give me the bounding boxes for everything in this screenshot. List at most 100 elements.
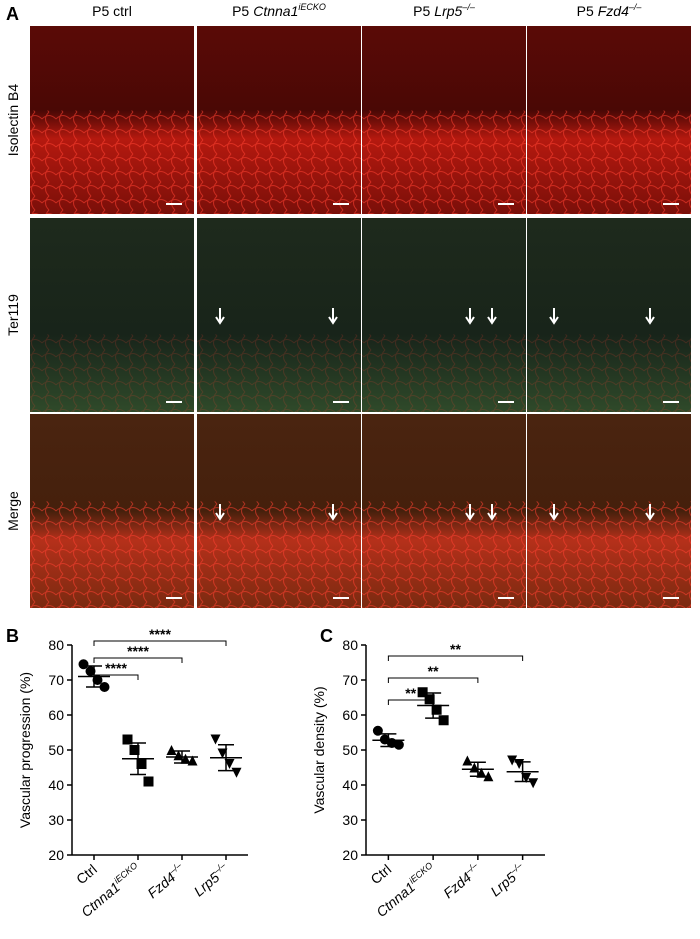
micrographs: P5 ctrl P5 Ctnna1iECKO P5 Lrp5–/– P5 Fzd4–/–Is… bbox=[5, 2, 691, 608]
significance-label: ** bbox=[405, 685, 416, 701]
header-gene: Lrp5 bbox=[434, 3, 462, 19]
error-bar bbox=[425, 692, 442, 719]
data-point bbox=[122, 734, 133, 745]
data-point bbox=[462, 755, 473, 766]
y-tick-label: 70 bbox=[48, 672, 64, 688]
data-point bbox=[99, 682, 110, 692]
data-point bbox=[210, 734, 221, 745]
significance-label: **** bbox=[149, 626, 171, 642]
vessel-texture bbox=[197, 334, 361, 412]
significance-label: **** bbox=[127, 643, 149, 659]
data-point bbox=[136, 759, 147, 769]
y-tick-label: 50 bbox=[48, 742, 64, 758]
arrow bbox=[215, 308, 225, 325]
column-header: P5 Lrp5–/– bbox=[413, 2, 476, 19]
x-tick-label: Ctrl bbox=[73, 861, 100, 887]
vessel-texture bbox=[362, 501, 526, 608]
arrow bbox=[645, 504, 655, 521]
error-bar bbox=[469, 761, 486, 777]
arrow bbox=[465, 504, 475, 521]
vessel-texture bbox=[30, 334, 194, 412]
vessel-texture bbox=[362, 334, 526, 412]
row-label: Merge bbox=[5, 491, 21, 531]
category-name: Ctrl bbox=[367, 861, 394, 887]
arrow bbox=[645, 308, 655, 325]
vessel-texture bbox=[30, 501, 194, 608]
significance-bracket bbox=[387, 699, 434, 705]
header-text: P5 ctrl bbox=[92, 3, 132, 19]
header-text: P5 bbox=[577, 3, 594, 19]
data-point bbox=[528, 778, 539, 789]
header-text: P5 bbox=[413, 3, 430, 19]
vessel-texture bbox=[527, 110, 691, 214]
error-bar bbox=[218, 744, 234, 772]
charts: 20 30 40 50 60 70 80 Vascular progression (%) Ct… bbox=[17, 626, 545, 920]
group bbox=[417, 687, 449, 726]
error-bar bbox=[174, 750, 190, 764]
arrow bbox=[215, 504, 225, 521]
vessel-texture bbox=[197, 110, 361, 214]
header-gene: Fzd4 bbox=[598, 3, 629, 19]
error-bar bbox=[514, 761, 531, 783]
significance-label: ** bbox=[428, 663, 439, 679]
arrow bbox=[487, 504, 497, 521]
y-tick-label: 30 bbox=[48, 812, 64, 828]
significance-bracket bbox=[93, 674, 139, 680]
data-point bbox=[85, 666, 96, 677]
header-sup: –/– bbox=[461, 2, 476, 12]
row-label: Isolectin B4 bbox=[5, 84, 21, 157]
significance-label: ** bbox=[450, 641, 461, 657]
y-tick-label: 20 bbox=[48, 847, 64, 863]
data-point bbox=[393, 739, 404, 750]
data-point bbox=[417, 687, 428, 698]
data-point bbox=[231, 767, 242, 778]
data-point bbox=[224, 759, 235, 769]
arrow bbox=[328, 504, 338, 521]
header-text: P5 bbox=[232, 3, 249, 19]
data-point bbox=[483, 771, 494, 782]
data-point bbox=[521, 773, 532, 783]
y-tick-label: 70 bbox=[342, 672, 358, 688]
error-bar bbox=[380, 733, 397, 748]
row-label: Ter119 bbox=[5, 294, 21, 336]
y-axis-title: Vascular density (%) bbox=[311, 686, 327, 813]
header-gene: Ctnna1 bbox=[253, 3, 298, 19]
data-point bbox=[129, 745, 140, 755]
significance-bracket bbox=[387, 677, 479, 683]
vessel-texture bbox=[527, 334, 691, 412]
y-tick-label: 80 bbox=[48, 637, 64, 653]
category-sup: iECKO bbox=[112, 860, 140, 885]
significance-bracket bbox=[93, 640, 227, 646]
y-tick-label: 40 bbox=[48, 777, 64, 793]
y-tick-label: 30 bbox=[342, 812, 358, 828]
column-header: P5 Fzd4–/– bbox=[577, 2, 643, 19]
y-tick-label: 80 bbox=[342, 637, 358, 653]
group bbox=[122, 734, 154, 787]
arrow bbox=[465, 308, 475, 325]
significance-bracket bbox=[387, 655, 524, 661]
y-tick-label: 50 bbox=[342, 742, 358, 758]
panel-label: A bbox=[6, 4, 19, 24]
data-point bbox=[217, 748, 228, 759]
vessel-texture bbox=[362, 110, 526, 214]
x-tick-label: Fzd4–/– bbox=[439, 860, 484, 902]
data-point bbox=[180, 753, 191, 764]
y-axis-title: Vascular progression (%) bbox=[17, 672, 33, 828]
data-point bbox=[438, 715, 449, 726]
x-tick-label: Lrp5–/– bbox=[190, 860, 233, 900]
y-tick-label: 20 bbox=[342, 847, 358, 863]
header-sup: iECKO bbox=[298, 2, 326, 12]
header-sup: –/– bbox=[628, 2, 643, 12]
arrow bbox=[487, 308, 497, 325]
y-tick-label: 40 bbox=[342, 777, 358, 793]
column-header: P5 ctrl bbox=[92, 3, 132, 19]
data-point bbox=[92, 675, 103, 685]
data-point bbox=[424, 694, 435, 705]
dot-plot: 20 30 40 50 60 70 80 Vascular progression (%) Ct… bbox=[17, 626, 248, 920]
x-tick-label: Fzd4–/– bbox=[144, 860, 189, 902]
arrow bbox=[549, 308, 559, 325]
x-tick-label: Ctrl bbox=[367, 861, 394, 887]
arrow bbox=[328, 308, 338, 325]
